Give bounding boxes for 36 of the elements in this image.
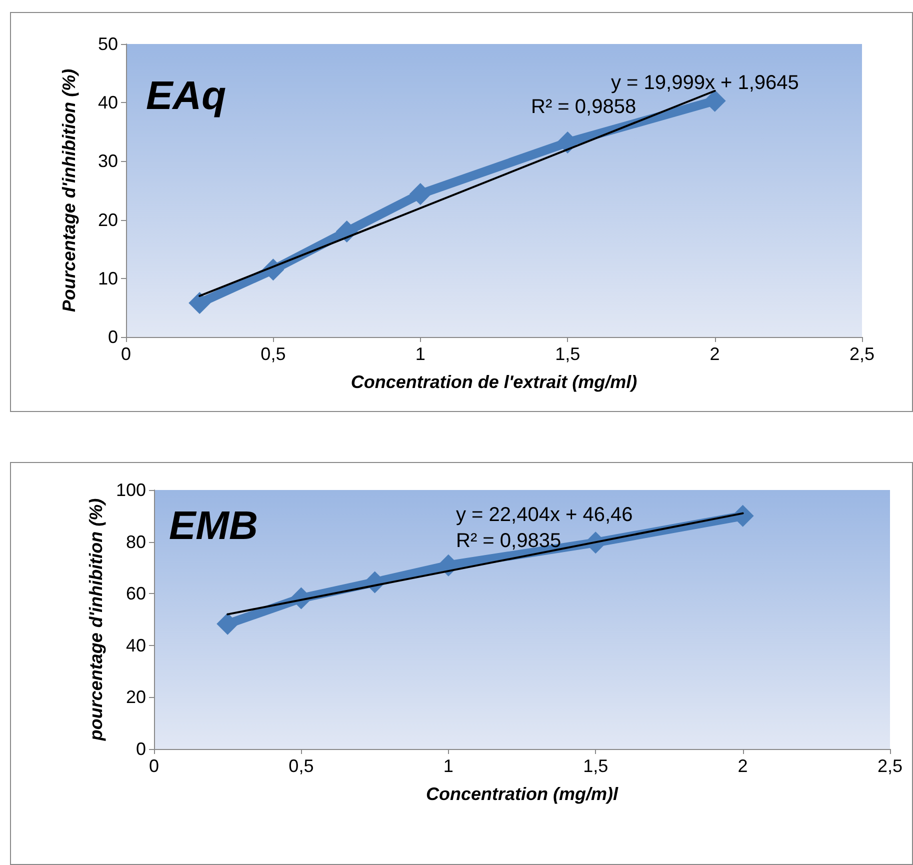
y-axis-title: pourcentage d'inhibition (%) bbox=[86, 498, 106, 742]
x-axis-title: Concentration (mg/m)l bbox=[426, 784, 619, 804]
annotation: R² = 0,9835 bbox=[456, 530, 562, 552]
x-tick-label: 1 bbox=[415, 344, 426, 364]
x-tick-label: 1,5 bbox=[555, 344, 580, 364]
y-tick-label: 60 bbox=[126, 584, 146, 604]
y-tick-label: 0 bbox=[136, 739, 146, 759]
y-tick-label: 80 bbox=[126, 532, 146, 552]
point bbox=[216, 612, 239, 635]
x-tick-label: 0 bbox=[148, 756, 160, 776]
y-tick-label: 20 bbox=[126, 687, 146, 708]
y-tick-label: 30 bbox=[98, 151, 118, 172]
chart-title: EMB bbox=[169, 504, 258, 548]
x-tick-label: 0,5 bbox=[288, 756, 314, 776]
x-tick-label: 2,5 bbox=[877, 756, 903, 776]
annotation: y = 22,404x + 46,46 bbox=[456, 504, 633, 526]
x-tick-label: 2,5 bbox=[849, 344, 875, 364]
y-axis-title: Pourcentage d'inhibition (%) bbox=[59, 68, 79, 312]
y-tick-label: 10 bbox=[98, 268, 118, 288]
text: EAq bbox=[146, 74, 226, 118]
y-tick-label: 40 bbox=[126, 635, 146, 656]
y-tick-label: 100 bbox=[116, 480, 146, 500]
x-axis-title: Concentration de l'extrait (mg/ml) bbox=[350, 372, 638, 392]
point bbox=[188, 292, 211, 314]
y-tick-label: 0 bbox=[108, 327, 118, 347]
y-tick-label: 40 bbox=[98, 92, 118, 113]
y-tick-label: 50 bbox=[98, 34, 118, 54]
x-tick-label: 1,5 bbox=[583, 756, 608, 776]
x-tick-label: 2 bbox=[738, 756, 748, 776]
x-tick-label: 1 bbox=[443, 756, 454, 776]
y-tick-label: 20 bbox=[98, 210, 118, 230]
point bbox=[409, 183, 432, 206]
x-tick-label: 2 bbox=[710, 344, 720, 364]
annotation: y = 19,999x + 1,9645 bbox=[610, 72, 799, 94]
x-tick-label: 0,5 bbox=[260, 344, 286, 364]
annotation: R² = 0,9858 bbox=[530, 96, 636, 118]
